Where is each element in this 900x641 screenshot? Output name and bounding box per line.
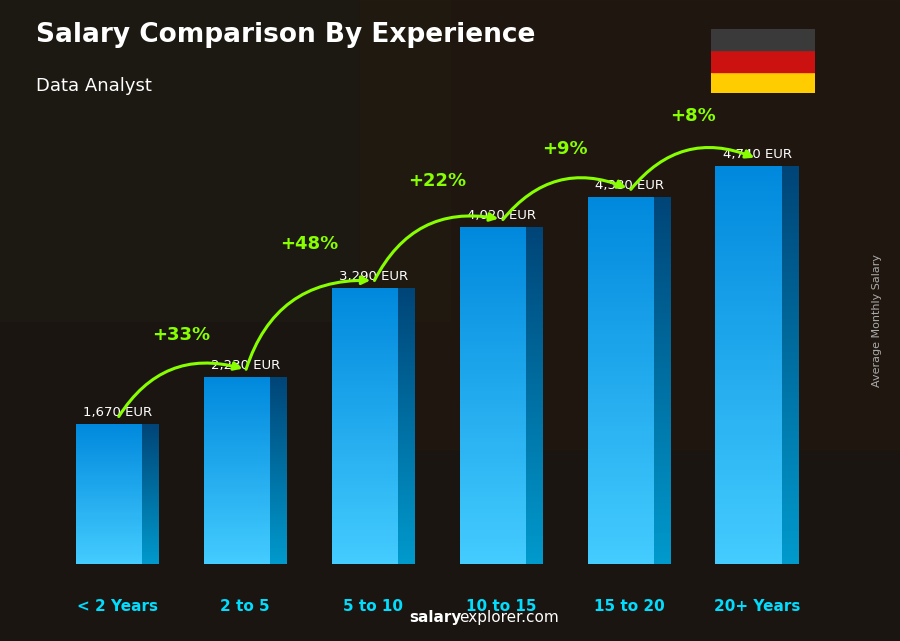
- Text: explorer.com: explorer.com: [459, 610, 559, 625]
- Text: < 2 Years: < 2 Years: [76, 599, 158, 614]
- Text: 2,230 EUR: 2,230 EUR: [211, 359, 280, 372]
- Text: +9%: +9%: [543, 140, 588, 158]
- Text: 3,290 EUR: 3,290 EUR: [338, 270, 408, 283]
- Text: 1,670 EUR: 1,670 EUR: [83, 406, 152, 419]
- Text: +48%: +48%: [280, 235, 338, 253]
- Text: 5 to 10: 5 to 10: [343, 599, 403, 614]
- Text: +33%: +33%: [152, 326, 211, 344]
- Text: 4,020 EUR: 4,020 EUR: [466, 209, 536, 222]
- Bar: [711, 50, 814, 72]
- Text: 2 to 5: 2 to 5: [220, 599, 270, 614]
- Bar: [711, 29, 814, 50]
- Bar: [711, 72, 814, 93]
- Text: salary: salary: [410, 610, 462, 625]
- Bar: [0, 0, 450, 320]
- Text: +22%: +22%: [408, 172, 466, 190]
- Text: 20+ Years: 20+ Years: [714, 599, 800, 614]
- Text: Data Analyst: Data Analyst: [36, 77, 152, 95]
- Text: Average Monthly Salary: Average Monthly Salary: [872, 254, 883, 387]
- Text: 15 to 20: 15 to 20: [594, 599, 664, 614]
- Text: 4,740 EUR: 4,740 EUR: [723, 148, 791, 162]
- Text: 4,380 EUR: 4,380 EUR: [595, 178, 663, 192]
- Text: +8%: +8%: [670, 107, 716, 125]
- Text: 10 to 15: 10 to 15: [466, 599, 536, 614]
- Text: Salary Comparison By Experience: Salary Comparison By Experience: [36, 22, 536, 49]
- Bar: [360, 0, 900, 449]
